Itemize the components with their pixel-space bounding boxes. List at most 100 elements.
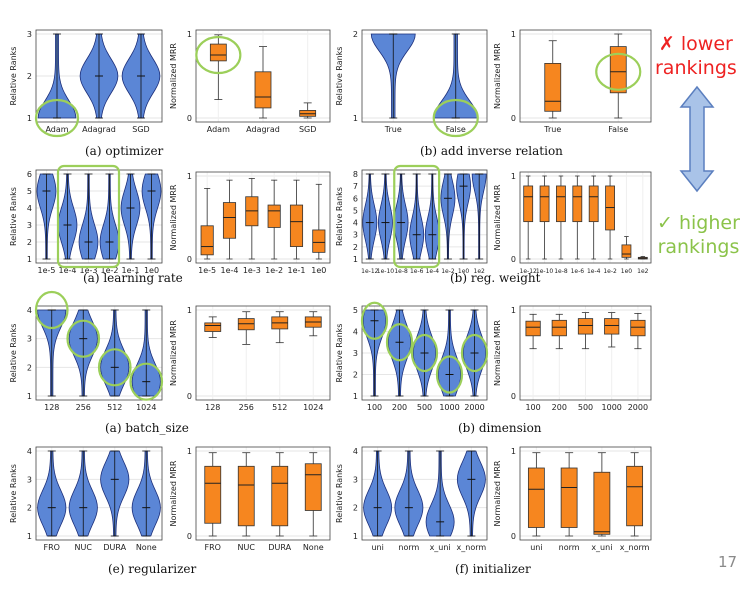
y-tick-label: 1 <box>511 447 516 456</box>
x-tick-label: 1e0 <box>144 266 159 275</box>
y-tick-label: 1 <box>511 30 516 39</box>
x-tick-label: uni <box>371 543 383 552</box>
y-tick-label: 2 <box>27 504 32 513</box>
double-arrow-icon <box>679 85 715 193</box>
x-tick-label: x_norm <box>620 543 650 552</box>
y-tick-label: 1 <box>353 532 358 541</box>
x-tick-label: 1e-12 <box>520 268 537 275</box>
x-tick-label: 1e2 <box>474 268 486 275</box>
x-tick-label: SGD <box>299 125 316 134</box>
y-tick-label: 2 <box>353 30 358 39</box>
y-axis-label: Normalized MRR <box>169 43 178 109</box>
y-axis-label: Relative Ranks <box>9 187 18 246</box>
caption-dimension: (b) dimension <box>458 421 542 435</box>
x-tick-label: uni <box>530 543 542 552</box>
chart-panel-reg_ranks: 1 2 3 4 Relative Ranks FRO NUC DURA None <box>9 446 163 552</box>
box-FRO <box>204 465 222 524</box>
box-1e-5 <box>200 225 214 256</box>
plot-frame <box>519 305 652 401</box>
y-axis-label: Normalized MRR <box>493 184 502 250</box>
x-tick-label: 100 <box>525 403 540 412</box>
chart-panel-init_mrr: 0 1 Normalized MRR uni norm x_uni x_norm <box>493 446 652 552</box>
box-1e-12 <box>523 185 534 223</box>
y-axis-label: Normalized MRR <box>169 184 178 250</box>
cross-mark-icon: ✗ <box>658 33 675 55</box>
plot-frame <box>519 446 652 541</box>
chart-panel-dim_ranks: 1 2 3 4 5 Relative Ranks 100 200 500 1000 2000 <box>335 301 489 412</box>
y-axis-label: Normalized MRR <box>493 460 502 526</box>
plot-frame <box>195 305 331 401</box>
plot-frame <box>35 169 163 264</box>
y-tick-label: 2 <box>353 504 358 513</box>
x-tick-label: x_uni <box>591 543 612 552</box>
highlight-circle-200 <box>385 323 414 362</box>
y-tick-label: 3 <box>27 335 32 344</box>
chart-panel-lr_ranks: 1 2 3 4 5 6 Relative Ranks 1e-5 1e-4 1e-3 1e-2 1e-1… <box>9 164 163 275</box>
highlight-circle-2000 <box>460 333 489 373</box>
x-tick-label: 1000 <box>439 403 459 412</box>
y-tick-label: 2 <box>27 238 32 247</box>
box-1e-2 <box>267 204 281 228</box>
box-1e-4 <box>222 202 237 239</box>
page-number: 17 <box>718 553 738 571</box>
y-axis-label: Relative Ranks <box>335 47 344 106</box>
x-tick-label: FRO <box>205 543 221 552</box>
y-tick-label: 1 <box>27 255 32 264</box>
x-tick-label: 1e-5 <box>198 266 216 275</box>
y-tick-label: 3 <box>353 231 358 240</box>
y-tick-label: 5 <box>353 306 358 315</box>
y-tick-label: 1 <box>353 114 358 123</box>
x-tick-label: NUC <box>75 543 93 552</box>
x-tick-label: 1e-6 <box>410 268 424 275</box>
box-1e0 <box>621 244 632 258</box>
plot-frame <box>195 29 331 123</box>
legend-higher: ✓ higher rankings <box>657 211 740 259</box>
legend-lower-rankings: rankings <box>655 57 737 79</box>
y-axis-label: Relative Ranks <box>335 464 344 523</box>
y-tick-label: 4 <box>27 447 32 456</box>
check-mark-icon: ✓ <box>657 212 673 234</box>
x-tick-label: 1024 <box>303 403 323 412</box>
box-1e-6 <box>572 185 583 223</box>
y-tick-label: 1 <box>187 306 192 315</box>
box-norm <box>560 467 578 528</box>
y-tick-label: 5 <box>27 187 32 196</box>
y-tick-label: 0 <box>511 114 516 123</box>
x-tick-label: 1e0 <box>458 268 470 275</box>
x-tick-label: Adam <box>45 125 68 134</box>
plot-frame <box>361 29 488 123</box>
chart-panel-inverse_ranks: 1 2 Relative Ranks True False <box>335 29 488 138</box>
y-axis-label: Relative Ranks <box>9 47 18 106</box>
highlight-circle-128 <box>34 290 69 330</box>
chart-panel-init_ranks: 1 2 3 4 Relative Ranks uni norm x_uni x_norm <box>335 446 488 552</box>
y-tick-label: 0 <box>511 255 516 264</box>
x-tick-label: norm <box>398 543 419 552</box>
double-arrow-shape <box>679 85 715 193</box>
y-axis-label: Relative Ranks <box>335 187 344 246</box>
highlight-circle-False <box>432 98 479 138</box>
y-tick-label: 4 <box>353 328 358 337</box>
plot-frame <box>361 446 488 541</box>
box-NUC <box>237 465 255 527</box>
highlight-circle-False <box>595 52 642 91</box>
box-2000 <box>630 319 646 337</box>
y-tick-label: 0 <box>187 392 192 401</box>
x-tick-label: True <box>543 125 561 134</box>
x-tick-label: 1e-4 <box>587 268 601 275</box>
plot-frame <box>35 29 163 123</box>
chart-panel-bs_ranks: 1 2 3 4 Relative Ranks 128 256 512 1024 <box>9 290 164 412</box>
x-tick-label: 256 <box>76 403 91 412</box>
x-tick-label: False <box>608 125 628 134</box>
x-tick-label: False <box>446 125 466 134</box>
highlight-circle-500 <box>410 333 439 373</box>
y-tick-label: 0 <box>187 114 192 123</box>
x-tick-label: 1e-2 <box>441 268 455 275</box>
highlight-circle-100 <box>360 301 389 340</box>
box-False <box>609 46 627 94</box>
y-tick-label: 1 <box>353 392 358 401</box>
x-tick-label: 1e-10 <box>536 268 553 275</box>
x-tick-label: 1e-1 <box>122 266 140 275</box>
y-tick-label: 3 <box>27 475 32 484</box>
plot-frame <box>519 29 652 123</box>
